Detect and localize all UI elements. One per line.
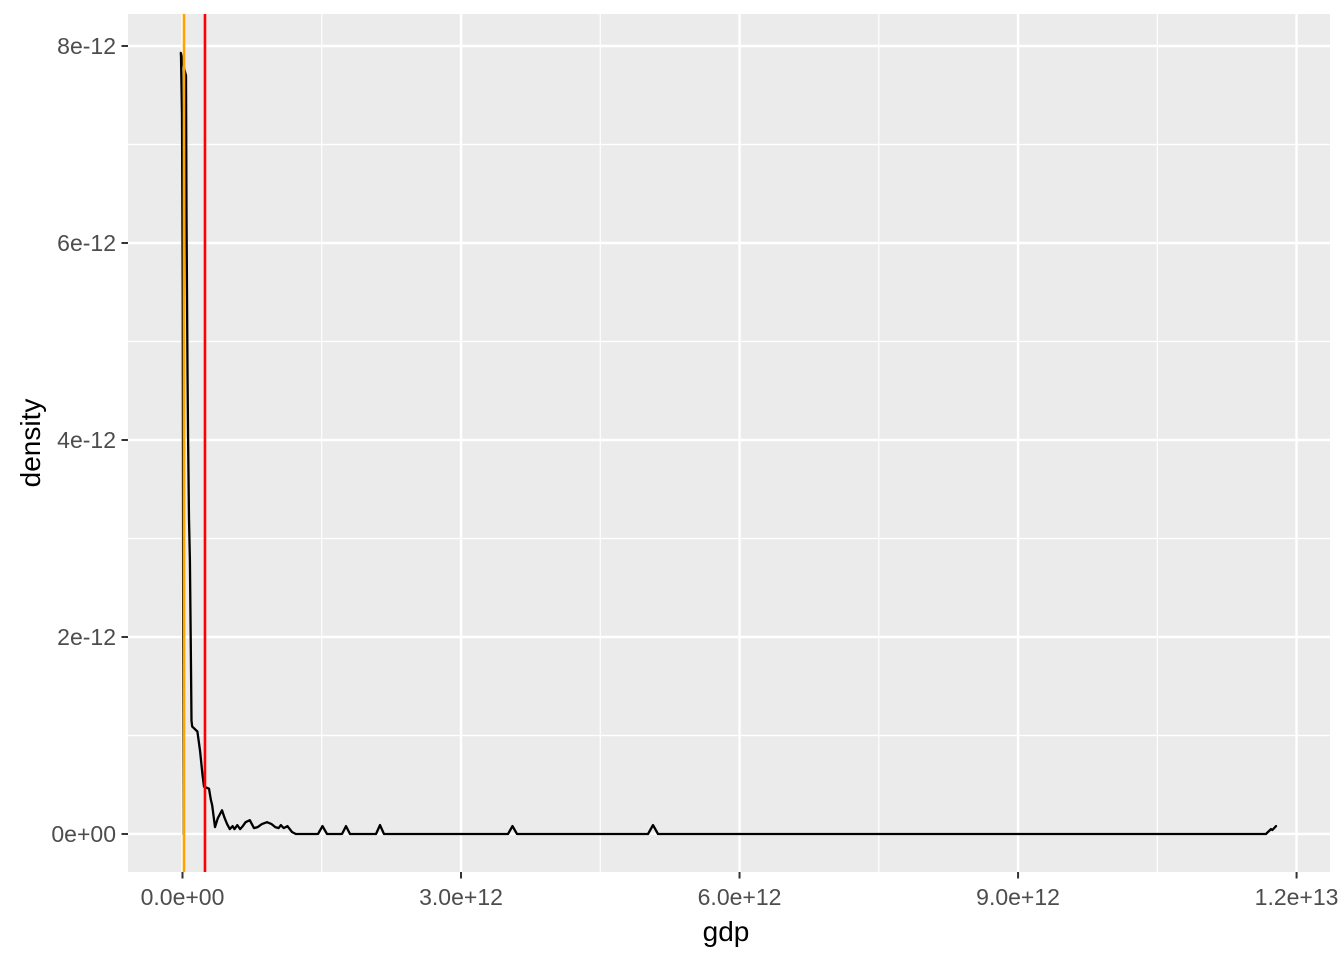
- y-tick-label: 4e-12: [57, 427, 116, 453]
- x-tick-label: 0.0e+00: [141, 884, 225, 910]
- density-curve: [179, 51, 1278, 836]
- y-tick-label: 0e+00: [51, 821, 116, 847]
- x-axis-title: gdp: [703, 916, 750, 947]
- plot-panel: 0.0e+00 3.0e+12 6.0e+12 9.0e+12 1.2e+13 0e+00…: [51, 14, 1338, 910]
- x-tick-label: 6.0e+12: [698, 884, 782, 910]
- y-tick-label: 6e-12: [57, 230, 116, 256]
- x-tick-label: 9.0e+12: [976, 884, 1060, 910]
- panel-background: [128, 14, 1330, 872]
- x-tick-label: 1.2e+13: [1255, 884, 1339, 910]
- x-tick-label: 3.0e+12: [419, 884, 503, 910]
- y-tick-label: 8e-12: [57, 33, 116, 59]
- y-axis-title: density: [15, 399, 46, 488]
- y-tick-label: 2e-12: [57, 624, 116, 650]
